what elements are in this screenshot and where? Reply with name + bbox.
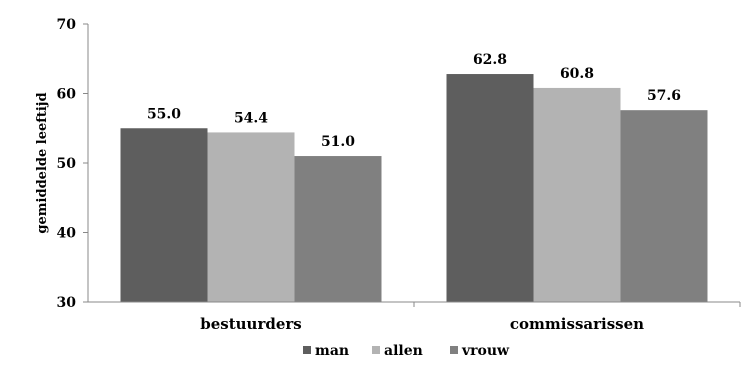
bar-man-commissarissen bbox=[446, 74, 534, 302]
legend-swatch-vrouw bbox=[450, 346, 458, 354]
y-tick-label: 30 bbox=[57, 295, 77, 311]
bar-allen-bestuurders bbox=[207, 132, 295, 302]
bar-vrouw-bestuurders bbox=[294, 156, 382, 302]
legend-label-vrouw: vrouw bbox=[461, 343, 510, 359]
data-label: 62.8 bbox=[473, 52, 507, 68]
data-label: 51.0 bbox=[321, 134, 355, 150]
data-label: 57.6 bbox=[647, 88, 681, 104]
x-tick-label: commissarissen bbox=[510, 315, 644, 333]
bars: 55.0 54.4 51.0 62.8 60.8 57.6 bbox=[120, 52, 708, 303]
legend-swatch-allen bbox=[372, 346, 380, 354]
y-tick-label: 70 bbox=[57, 17, 77, 33]
y-tick-label: 50 bbox=[57, 156, 77, 172]
bar-allen-commissarissen bbox=[533, 87, 621, 302]
x-tick-label: bestuurders bbox=[200, 315, 302, 333]
bar-vrouw-commissarissen bbox=[620, 110, 708, 303]
y-axis: 30 40 50 60 70 bbox=[57, 17, 89, 311]
legend-label-allen: allen bbox=[384, 343, 423, 359]
bar-man-bestuurders bbox=[120, 128, 208, 302]
legend-swatch-man bbox=[303, 346, 311, 354]
legend-label-man: man bbox=[315, 343, 349, 359]
legend: man allen vrouw bbox=[303, 343, 510, 359]
y-tick-label: 40 bbox=[57, 226, 77, 242]
data-label: 55.0 bbox=[147, 106, 181, 122]
y-tick-label: 60 bbox=[57, 87, 77, 103]
y-axis-label: gemiddelde leeftijd bbox=[35, 92, 50, 233]
x-axis: bestuurders commissarissen bbox=[88, 301, 741, 333]
data-label: 60.8 bbox=[560, 66, 594, 82]
data-label: 54.4 bbox=[234, 110, 268, 126]
